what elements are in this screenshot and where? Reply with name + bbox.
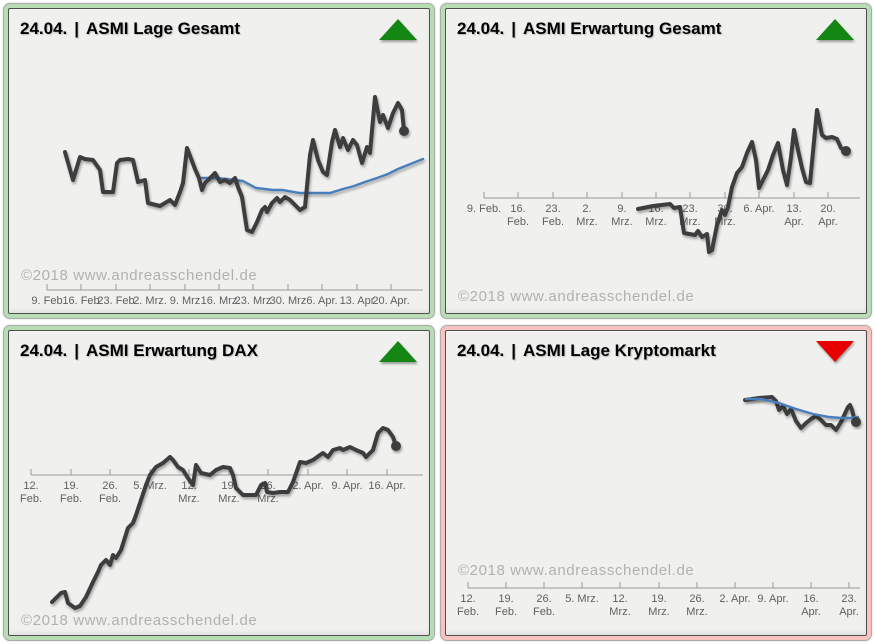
svg-text:Mrz.: Mrz.	[686, 606, 707, 618]
title-separator: |	[511, 19, 517, 38]
svg-text:5. Mrz.: 5. Mrz.	[133, 480, 167, 492]
title-date: 24.04.	[457, 19, 505, 38]
svg-text:©2018 www.andreasschendel.de: ©2018 www.andreasschendel.de	[458, 288, 694, 305]
svg-text:23. Mrz: 23. Mrz	[235, 295, 272, 307]
svg-text:26.: 26.	[689, 593, 704, 605]
trend-up-icon	[379, 18, 417, 40]
svg-text:20.: 20.	[820, 203, 835, 215]
svg-text:9. Feb.: 9. Feb.	[467, 203, 501, 215]
panel-asmi-lage-kryptomarkt: 24.04. | ASMI Lage Kryptomarkt 12. Feb. 19…	[440, 325, 872, 641]
title-separator: |	[74, 341, 80, 360]
svg-text:Feb.: Feb.	[20, 493, 42, 505]
svg-text:Mrz.: Mrz.	[218, 493, 239, 505]
svg-text:Feb.: Feb.	[495, 606, 517, 618]
svg-text:Apr.: Apr.	[839, 606, 859, 618]
line-chart-lage-kryptomarkt: 12.Feb.19.Feb.26.Feb.5. Mrz. 12.Mrz.19.Mr…	[457, 395, 861, 618]
svg-text:16.: 16.	[510, 203, 525, 215]
panel-header: 24.04. | ASMI Erwartung Gesamt	[446, 9, 866, 47]
svg-text:16. Mrz: 16. Mrz	[201, 295, 238, 307]
svg-text:23. Feb: 23. Feb	[97, 295, 134, 307]
svg-text:Mrz.: Mrz.	[648, 606, 669, 618]
line-chart-erwartung-dax: 12.Feb.19.Feb.26.Feb.5. Mrz. 12.Mrz.19.Mr…	[20, 426, 423, 629]
svg-text:12.: 12.	[612, 593, 627, 605]
panel-body: 24.04. | ASMI Lage Gesamt 9. Feb 16. Feb 2…	[8, 8, 430, 314]
svg-text:Mrz.: Mrz.	[609, 606, 630, 618]
panel-asmi-lage-gesamt: 24.04. | ASMI Lage Gesamt 9. Feb 16. Feb 2…	[3, 3, 435, 319]
svg-text:23.: 23.	[545, 203, 560, 215]
panel-header: 24.04. | ASMI Lage Gesamt	[9, 9, 429, 47]
svg-text:Mrz.: Mrz.	[611, 216, 632, 228]
trend-up-icon	[816, 18, 854, 40]
trend-up-icon	[379, 340, 417, 362]
svg-text:Feb.: Feb.	[542, 216, 564, 228]
svg-text:Mrz.: Mrz.	[257, 493, 278, 505]
svg-text:2. Apr.: 2. Apr.	[719, 593, 750, 605]
svg-text:Feb.: Feb.	[60, 493, 82, 505]
svg-text:30. Mrz: 30. Mrz	[270, 295, 307, 307]
svg-text:16.: 16.	[803, 593, 818, 605]
svg-text:16. Feb: 16. Feb	[62, 295, 99, 307]
svg-text:23.: 23.	[682, 203, 697, 215]
panel-body: 24.04. | ASMI Lage Kryptomarkt 12. Feb. 19…	[445, 330, 867, 636]
title-text: ASMI Erwartung Gesamt	[523, 19, 722, 38]
svg-text:26.: 26.	[536, 593, 551, 605]
svg-text:9. Feb: 9. Feb	[31, 295, 62, 307]
panel-header: 24.04. | ASMI Lage Kryptomarkt	[446, 331, 866, 369]
title-text: ASMI Lage Kryptomarkt	[523, 341, 716, 360]
svg-text:26.: 26.	[102, 480, 117, 492]
svg-text:©2018 www.andreasschendel.de: ©2018 www.andreasschendel.de	[458, 562, 694, 579]
title-date: 24.04.	[457, 341, 505, 360]
svg-text:6. Apr.: 6. Apr.	[743, 203, 774, 215]
line-chart-erwartung-gesamt: 9. Feb. 16.Feb.23.Feb.2.Mrz.9.Mrz.16.Mrz.…	[458, 108, 860, 305]
svg-text:Feb.: Feb.	[507, 216, 529, 228]
svg-text:19.: 19.	[651, 593, 666, 605]
svg-text:Mrz.: Mrz.	[645, 216, 666, 228]
title-separator: |	[511, 341, 517, 360]
svg-text:2. Mrz.: 2. Mrz.	[133, 295, 167, 307]
svg-text:©2018 www.andreasschendel.de: ©2018 www.andreasschendel.de	[21, 612, 257, 629]
svg-text:6. Apr.: 6. Apr.	[306, 295, 337, 307]
svg-text:5. Mrz.: 5. Mrz.	[565, 593, 599, 605]
svg-text:16. Apr.: 16. Apr.	[368, 480, 405, 492]
svg-text:Mrz.: Mrz.	[576, 216, 597, 228]
title-text: ASMI Erwartung DAX	[86, 341, 258, 360]
svg-text:9. Apr.: 9. Apr.	[331, 480, 362, 492]
svg-text:Mrz.: Mrz.	[178, 493, 199, 505]
svg-text:Apr.: Apr.	[818, 216, 838, 228]
svg-text:19.: 19.	[498, 593, 513, 605]
svg-text:2. Apr.: 2. Apr.	[292, 480, 323, 492]
svg-text:19.: 19.	[63, 480, 78, 492]
title-separator: |	[74, 19, 80, 38]
svg-text:12.: 12.	[23, 480, 38, 492]
svg-text:©2018 www.andreasschendel.de: ©2018 www.andreasschendel.de	[21, 267, 257, 284]
svg-text:13. Apr: 13. Apr	[340, 295, 375, 307]
panel-body: 24.04. | ASMI Erwartung DAX 12. Feb. 19. Fe…	[8, 330, 430, 636]
svg-text:9. Mrz: 9. Mrz	[170, 295, 201, 307]
svg-text:9. Apr.: 9. Apr.	[757, 593, 788, 605]
svg-text:Apr.: Apr.	[801, 606, 821, 618]
svg-text:Feb.: Feb.	[99, 493, 121, 505]
svg-text:Feb.: Feb.	[533, 606, 555, 618]
title-text: ASMI Lage Gesamt	[86, 19, 241, 38]
title-date: 24.04.	[20, 19, 68, 38]
svg-text:12.: 12.	[460, 593, 475, 605]
svg-text:23.: 23.	[841, 593, 856, 605]
svg-text:2.: 2.	[582, 203, 591, 215]
panel-asmi-erwartung-dax: 24.04. | ASMI Erwartung DAX 12. Feb. 19. Fe…	[3, 325, 435, 641]
panel-header: 24.04. | ASMI Erwartung DAX	[9, 331, 429, 369]
svg-text:Feb.: Feb.	[457, 606, 479, 618]
panel-body: 24.04. | ASMI Erwartung Gesamt 9. Feb. 16…	[445, 8, 867, 314]
svg-text:9.: 9.	[617, 203, 626, 215]
svg-text:Apr.: Apr.	[784, 216, 804, 228]
panel-asmi-erwartung-gesamt: 24.04. | ASMI Erwartung Gesamt 9. Feb. 16…	[440, 3, 872, 319]
svg-text:13.: 13.	[786, 203, 801, 215]
title-date: 24.04.	[20, 341, 68, 360]
svg-text:20. Apr.: 20. Apr.	[372, 295, 409, 307]
trend-down-icon	[816, 340, 854, 362]
